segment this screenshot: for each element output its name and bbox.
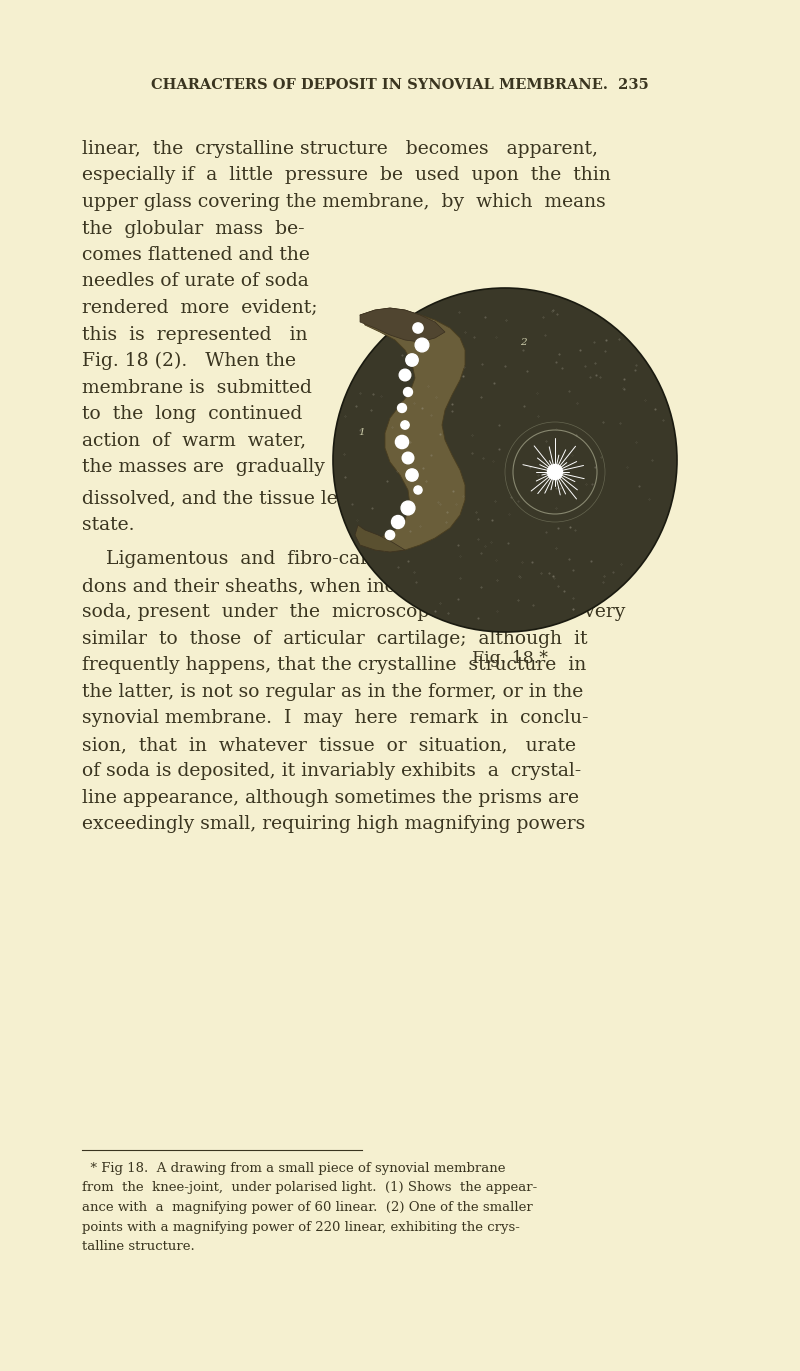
Text: ance with  a  magnifying power of 60 linear.  (2) One of the smaller: ance with a magnifying power of 60 linea… [82,1201,533,1213]
Text: 1: 1 [358,428,365,437]
Text: CHARACTERS OF DEPOSIT IN SYNOVIAL MEMBRANE.  235: CHARACTERS OF DEPOSIT IN SYNOVIAL MEMBRA… [151,78,649,92]
Text: state.: state. [82,515,134,533]
Text: similar  to  those  of  articular  cartilage;  although  it: similar to those of articular cartilage;… [82,629,587,648]
Text: points with a magnifying power of 220 linear, exhibiting the crys-: points with a magnifying power of 220 li… [82,1220,520,1234]
Text: needles of urate of soda: needles of urate of soda [82,273,309,291]
Text: Fig. 18.*: Fig. 18.* [472,650,548,668]
Text: comes flattened and the: comes flattened and the [82,245,310,265]
Text: the latter, is not so regular as in the former, or in the: the latter, is not so regular as in the … [82,683,583,701]
Text: dons and their sheaths, when incrusted  with  urate  of: dons and their sheaths, when incrusted w… [82,577,602,595]
Circle shape [386,531,394,540]
Circle shape [403,388,413,396]
Text: * Fig 18.  A drawing from a small piece of synovial membrane: * Fig 18. A drawing from a small piece o… [82,1163,506,1175]
Text: line appearance, although sometimes the prisms are: line appearance, although sometimes the … [82,788,579,808]
Circle shape [401,500,415,515]
Text: this  is  represented   in: this is represented in [82,325,307,344]
Text: synovial membrane.  I  may  here  remark  in  conclu-: synovial membrane. I may here remark in … [82,709,589,728]
Text: sion,  that  in  whatever  tissue  or  situation,   urate: sion, that in whatever tissue or situati… [82,736,576,754]
Circle shape [413,324,423,333]
Text: linear,  the  crystalline structure   becomes   apparent,: linear, the crystalline structure become… [82,140,598,158]
Circle shape [395,436,409,448]
Text: frequently happens, that the crystalline  structure  in: frequently happens, that the crystalline… [82,657,586,675]
Text: upper glass covering the membrane,  by  which  means: upper glass covering the membrane, by wh… [82,193,606,211]
Text: from  the  knee-joint,  under polarised light.  (1) Shows  the appear-: from the knee-joint, under polarised lig… [82,1182,538,1194]
Polygon shape [360,308,445,341]
Text: dissolved, and the tissue left in an apparently normal: dissolved, and the tissue left in an app… [82,489,586,507]
Text: of soda is deposited, it invariably exhibits  a  crystal-: of soda is deposited, it invariably exhi… [82,762,582,780]
Text: membrane is  submitted: membrane is submitted [82,378,312,396]
Text: the masses are  gradually: the masses are gradually [82,458,325,476]
Text: Ligamentous  and  fibro-cartilaginous  tissues,  ten-: Ligamentous and fibro-cartilaginous tiss… [82,550,594,569]
Circle shape [406,354,418,366]
Text: rendered  more  evident;: rendered more evident; [82,299,318,317]
Circle shape [402,452,414,463]
Circle shape [414,485,422,494]
Circle shape [398,403,406,413]
Circle shape [399,369,410,381]
Text: Fig. 18 (2).   When the: Fig. 18 (2). When the [82,352,296,370]
Text: especially if  a  little  pressure  be  used  upon  the  thin: especially if a little pressure be used … [82,166,610,185]
Polygon shape [355,525,405,553]
Text: exceedingly small, requiring high magnifying powers: exceedingly small, requiring high magnif… [82,816,586,834]
Circle shape [333,288,677,632]
Circle shape [401,421,409,429]
Circle shape [391,515,405,528]
Text: the  globular  mass  be-: the globular mass be- [82,219,305,237]
Text: to  the  long  continued: to the long continued [82,404,302,424]
Text: talline structure.: talline structure. [82,1239,194,1253]
Circle shape [415,339,429,352]
Text: 2: 2 [520,339,526,347]
Circle shape [547,465,562,480]
Circle shape [406,469,418,481]
Text: soda, present  under  the  microscope  appearances  very: soda, present under the microscope appea… [82,603,626,621]
Text: action  of  warm  water,: action of warm water, [82,432,306,450]
Polygon shape [360,308,465,553]
